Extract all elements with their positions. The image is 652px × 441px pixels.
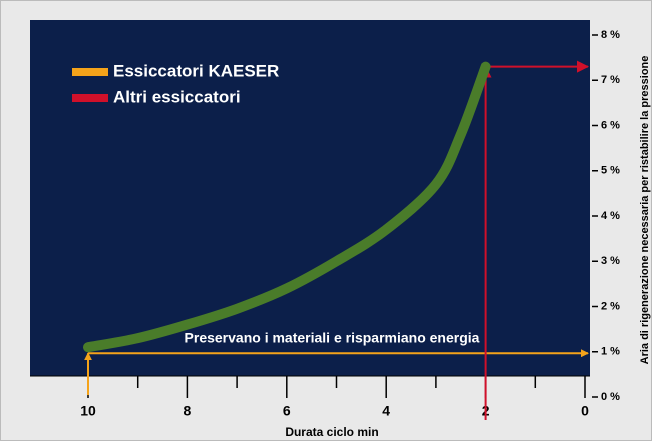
y-tick-label: 4 % xyxy=(601,210,620,222)
x-tick-label: 6 xyxy=(283,403,291,419)
x-tick-label: 10 xyxy=(80,403,96,419)
annotation: Preservano i materiali e risparmiano ene… xyxy=(185,330,480,346)
x-tick-label: 8 xyxy=(184,403,192,419)
y-tick-label: 6 % xyxy=(601,119,620,131)
y-tick-label: 8 % xyxy=(601,29,620,41)
x-tick-label: 0 xyxy=(581,403,589,419)
y-axis-label: Aria di rigenerazione necessaria per ris… xyxy=(639,56,651,365)
y-tick-label: 0 % xyxy=(601,391,620,403)
y-tick-label: 7 % xyxy=(601,74,620,86)
legend-swatch xyxy=(72,94,108,102)
curve xyxy=(83,61,491,353)
legend-label: Altri essiccatori xyxy=(113,87,241,106)
y-tick-label: 1 % xyxy=(601,346,620,358)
y-tick-label: 2 % xyxy=(601,300,620,312)
plot-area xyxy=(30,20,590,376)
legend-swatch xyxy=(72,68,108,76)
y-tick-label: 5 % xyxy=(601,165,620,177)
x-axis-label: Durata ciclo min xyxy=(285,425,378,439)
x-tick-label: 4 xyxy=(382,403,390,419)
y-tick-label: 3 % xyxy=(601,255,620,267)
legend-label: Essiccatori KAESER xyxy=(113,61,279,80)
